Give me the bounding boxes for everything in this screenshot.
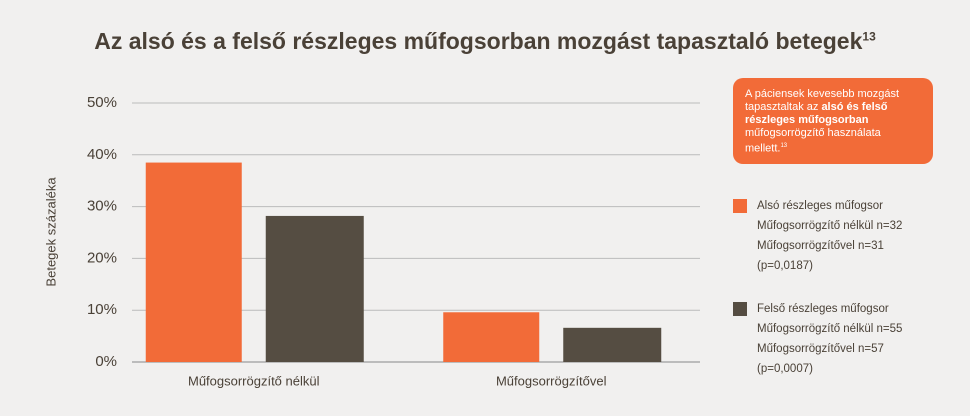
- bar: [563, 327, 662, 362]
- x-tick-label: Műfogsorrögzítő nélkül: [188, 373, 320, 388]
- y-axis-label: Betegek százaléka: [43, 177, 58, 287]
- title-note: 13: [862, 29, 876, 44]
- legend-label: Felső részleges műfogsor: [757, 303, 889, 315]
- bar: [145, 162, 242, 362]
- legend-entry: Alsó részleges műfogsor Műfogsorrögzítő n…: [733, 196, 902, 276]
- legend-label: Alsó részleges műfogsor: [757, 200, 883, 212]
- bar: [265, 215, 364, 362]
- y-tick-label: 10%: [87, 301, 117, 318]
- callout: A páciensek kevesebb mozgást tapasztalta…: [733, 78, 933, 164]
- callout-note: 13: [780, 143, 788, 149]
- legend-note: Műfogsorrögzítővel n=31: [757, 240, 884, 252]
- legend-note: Műfogsorrögzítő nélkül n=55: [757, 323, 903, 335]
- legend-swatch: [733, 302, 747, 316]
- chart-title-block: Az alsó és a felső részleges műfogsorban…: [0, 28, 970, 55]
- legend-swatch: [733, 199, 747, 213]
- legend-note: Műfogsorrögzítő nélkül n=32: [757, 220, 903, 232]
- legend-entry: Felső részleges műfogsor Műfogsorrögzítő …: [733, 299, 902, 379]
- y-tick-label: 30%: [87, 198, 117, 215]
- y-tick-label: 50%: [87, 94, 117, 111]
- callout-bold: alsó és felső részleges műfogsorban: [745, 101, 888, 126]
- y-tick-label: 0%: [95, 353, 117, 370]
- bar: [443, 312, 540, 362]
- chart-title: Az alsó és a felső részleges műfogsorban…: [94, 28, 863, 54]
- y-tick-label: 20%: [87, 249, 117, 266]
- legend-note: (p=0,0007): [757, 363, 813, 375]
- legend-note: (p=0,0187): [757, 260, 813, 272]
- y-tick-label: 40%: [87, 146, 117, 163]
- x-tick-label: Műfogsorrögzítővel: [496, 373, 607, 388]
- callout-text: műfogsorrögzítő használata mellett.: [745, 127, 881, 155]
- legend-note: Műfogsorrögzítővel n=57: [757, 343, 884, 355]
- callout-text: A páciensek kevesebb mozgást tapasztalta…: [745, 88, 900, 113]
